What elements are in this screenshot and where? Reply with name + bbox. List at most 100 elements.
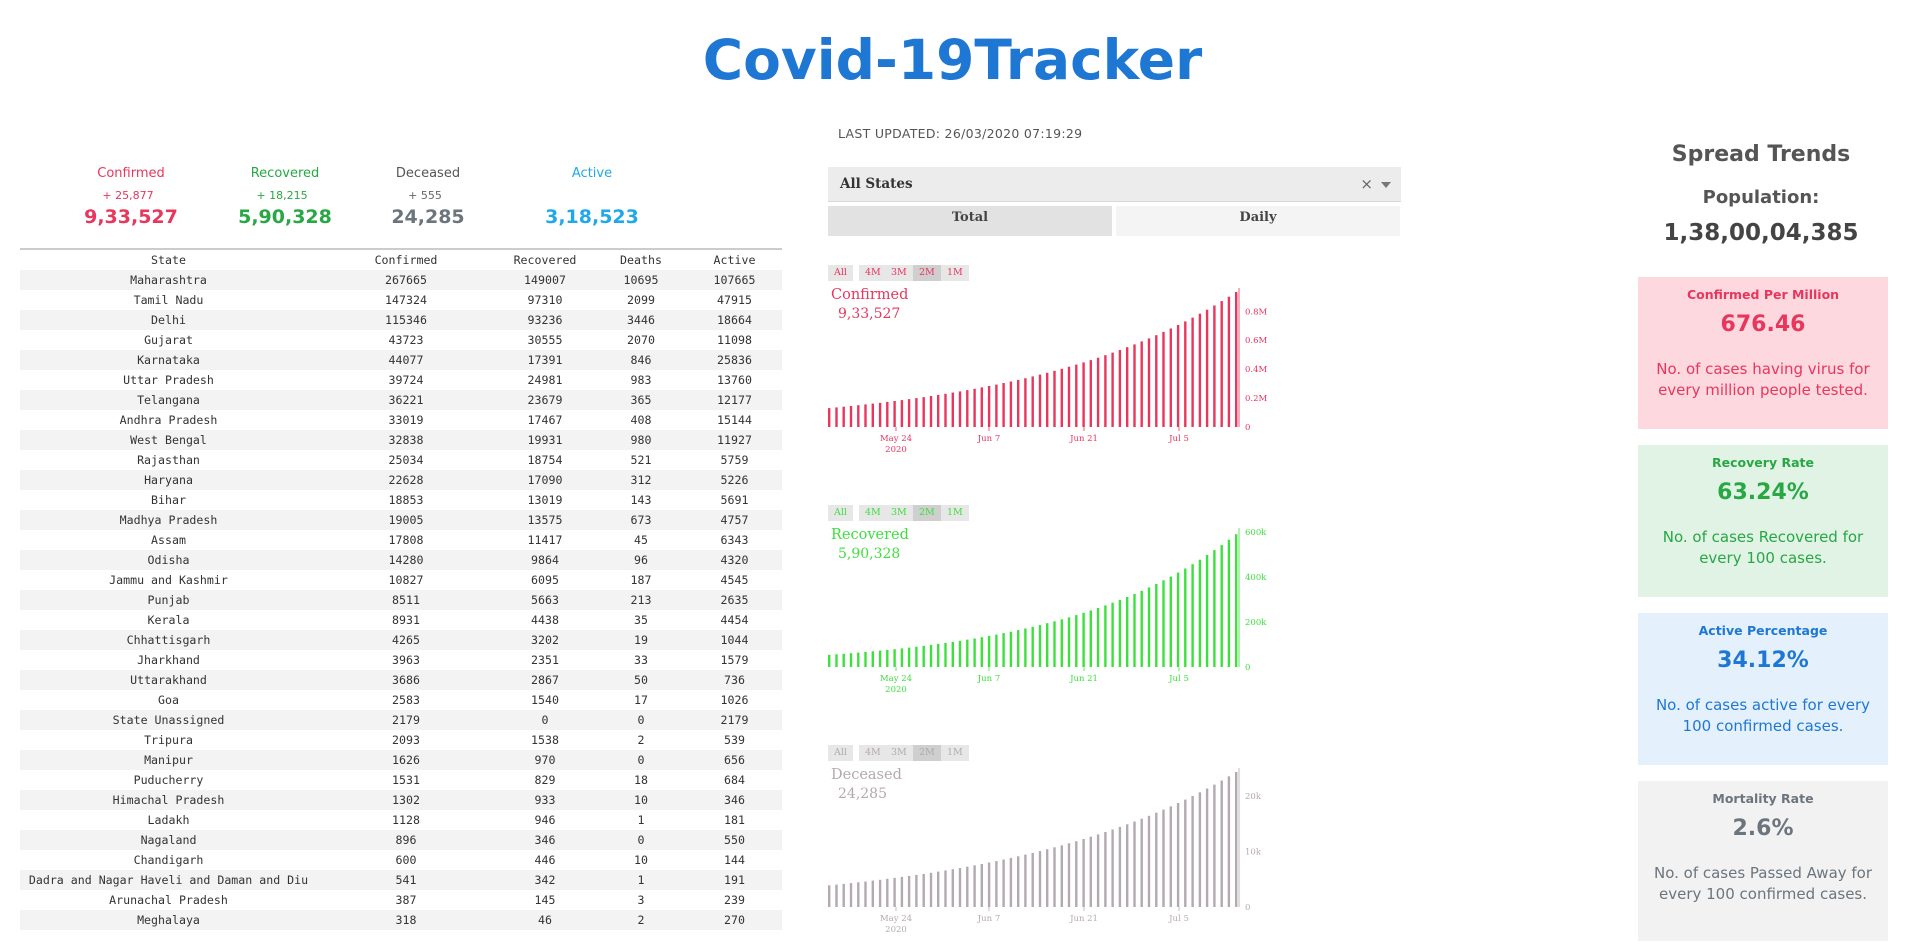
chevron-down-icon[interactable] xyxy=(1381,182,1391,188)
table-row[interactable]: Tamil Nadu 147324 97310 2099 47915 xyxy=(20,290,782,310)
table-row[interactable]: Puducherry 1531 829 18 684 xyxy=(20,770,782,790)
table-row[interactable]: Karnataka 44077 17391 846 25836 xyxy=(20,350,782,370)
tab-total[interactable]: Total xyxy=(828,206,1112,236)
table-row[interactable]: Goa 2583 1540 17 1026 xyxy=(20,690,782,710)
table-row[interactable]: State Unassigned 2179 0 0 2179 xyxy=(20,710,782,730)
table-row[interactable]: Haryana 22628 17090 312 5226 xyxy=(20,470,782,490)
header-confirmed[interactable]: Confirmed xyxy=(374,253,438,267)
range-button-4m[interactable]: 4M xyxy=(859,505,887,521)
table-row[interactable]: Ladakh 1128 946 1 181 xyxy=(20,810,782,830)
deaths-cell: 50 xyxy=(634,673,648,687)
range-button-3m[interactable]: 3M xyxy=(885,505,913,521)
confirmed-cell: 8931 xyxy=(392,613,420,627)
chart-bar xyxy=(1176,572,1180,667)
table-row[interactable]: Chhattisgarh 4265 3202 19 1044 xyxy=(20,630,782,650)
confirmed-per-million-card: Confirmed Per Million 676.46 No. of case… xyxy=(1638,277,1888,429)
state-select[interactable]: All States × xyxy=(828,167,1401,202)
range-button-2m[interactable]: 2M xyxy=(913,265,941,281)
deaths-cell: 1 xyxy=(637,813,645,827)
header-state[interactable]: State xyxy=(151,253,186,267)
table-row[interactable]: Chandigarh 600 446 10 144 xyxy=(20,850,782,870)
deaths-cell: 846 xyxy=(630,353,652,367)
chart-bar xyxy=(1140,818,1143,907)
range-button-2m[interactable]: 2M xyxy=(913,745,941,761)
header-recovered[interactable]: Recovered xyxy=(513,253,577,267)
table-row[interactable]: Meghalaya 318 46 2 270 xyxy=(20,910,782,930)
recovered-cell: 946 xyxy=(534,813,556,827)
state-name-cell: Andhra Pradesh xyxy=(119,413,218,427)
table-row[interactable]: Maharashtra 267665 149007 10695 107665 xyxy=(20,270,782,290)
clear-icon[interactable]: × xyxy=(1360,175,1373,193)
range-button-4m[interactable]: 4M xyxy=(859,745,887,761)
chart-bar xyxy=(1191,317,1194,427)
x-year-label: 2020 xyxy=(885,685,907,695)
range-button-1m[interactable]: 1M xyxy=(941,505,969,521)
table-row[interactable]: Rajasthan 25034 18754 521 5759 xyxy=(20,450,782,470)
recovered-cell: 9864 xyxy=(531,553,559,567)
chart-bar xyxy=(980,387,983,427)
deaths-cell: 45 xyxy=(634,533,648,547)
table-row[interactable]: Madhya Pradesh 19005 13575 673 4757 xyxy=(20,510,782,530)
y-tick-label: 10k xyxy=(1245,847,1262,857)
table-row[interactable]: Telangana 36221 23679 365 12177 xyxy=(20,390,782,410)
range-button-3m[interactable]: 3M xyxy=(885,265,913,281)
tab-daily[interactable]: Daily xyxy=(1116,206,1400,236)
table-row[interactable]: Gujarat 43723 30555 2070 11098 xyxy=(20,330,782,350)
table-row[interactable]: Arunachal Pradesh 387 145 3 239 xyxy=(20,890,782,910)
chart-bar xyxy=(1111,602,1114,667)
range-button-3m[interactable]: 3M xyxy=(885,745,913,761)
state-name-cell: Tripura xyxy=(144,733,193,747)
table-row[interactable]: Delhi 115346 93236 3446 18664 xyxy=(20,310,782,330)
chart-bar xyxy=(907,399,911,427)
active-cell: 181 xyxy=(724,813,745,827)
recovered-cell: 829 xyxy=(534,773,556,787)
chart-bar xyxy=(1198,313,1202,427)
table-row[interactable]: Tripura 2093 1538 2 539 xyxy=(20,730,782,750)
active-cell: 15144 xyxy=(717,413,752,427)
chart-bar xyxy=(1133,594,1136,667)
deaths-cell: 143 xyxy=(630,493,652,507)
chart-bar xyxy=(1147,815,1151,907)
chart-bar xyxy=(900,400,904,427)
table-row[interactable]: Jharkhand 3963 2351 33 1579 xyxy=(20,650,782,670)
mortality-rate-card: Mortality Rate 2.6% No. of cases Passed … xyxy=(1638,781,1888,941)
table-row[interactable]: Punjab 8511 5663 213 2635 xyxy=(20,590,782,610)
chart-bar xyxy=(1133,821,1136,907)
range-button-all[interactable]: All xyxy=(828,745,853,761)
range-button-2m[interactable]: 2M xyxy=(913,505,941,521)
y-tick-label: 400k xyxy=(1245,573,1267,583)
table-row[interactable]: Bihar 18853 13019 143 5691 xyxy=(20,490,782,510)
chart-bar xyxy=(1118,350,1122,427)
deaths-cell: 213 xyxy=(630,593,652,607)
chart-bar xyxy=(980,637,983,667)
state-select-value: All States xyxy=(840,176,913,192)
table-row[interactable]: Kerala 8931 4438 35 4454 xyxy=(20,610,782,630)
range-button-all[interactable]: All xyxy=(828,505,853,521)
deaths-cell: 33 xyxy=(634,653,648,667)
y-tick-label: 0.4M xyxy=(1245,365,1268,375)
summary-recovered: Recovered + 18,215 5,90,328 xyxy=(210,166,360,228)
range-button-all[interactable]: All xyxy=(828,265,853,281)
table-row[interactable]: Uttarakhand 3686 2867 50 736 xyxy=(20,670,782,690)
table-row[interactable]: Manipur 1626 970 0 656 xyxy=(20,750,782,770)
table-row[interactable]: Andhra Pradesh 33019 17467 408 15144 xyxy=(20,410,782,430)
table-row[interactable]: Jammu and Kashmir 10827 6095 187 4545 xyxy=(20,570,782,590)
table-row[interactable]: Assam 17808 11417 45 6343 xyxy=(20,530,782,550)
range-button-1m[interactable]: 1M xyxy=(941,265,969,281)
deaths-cell: 35 xyxy=(634,613,648,627)
table-row[interactable]: West Bengal 32838 19931 980 11927 xyxy=(20,430,782,450)
chart-series-label: Confirmed xyxy=(831,287,909,303)
confirmed-cell: 44077 xyxy=(388,353,424,367)
header-deaths[interactable]: Deaths xyxy=(620,253,662,267)
header-active[interactable]: Active xyxy=(713,253,756,267)
table-row[interactable]: Nagaland 896 346 0 550 xyxy=(20,830,782,850)
table-row[interactable]: Odisha 14280 9864 96 4320 xyxy=(20,550,782,570)
table-row[interactable]: Uttar Pradesh 39724 24981 983 13760 xyxy=(20,370,782,390)
table-row[interactable]: Himachal Pradesh 1302 933 10 346 xyxy=(20,790,782,810)
state-name-cell: Himachal Pradesh xyxy=(112,793,225,807)
chart-bar xyxy=(1235,772,1238,907)
table-row[interactable]: Dadra and Nagar Haveli and Daman and Diu… xyxy=(20,870,782,890)
range-button-1m[interactable]: 1M xyxy=(941,745,969,761)
range-button-4m[interactable]: 4M xyxy=(859,265,887,281)
summary-recovered-value: 5,90,328 xyxy=(238,206,332,228)
